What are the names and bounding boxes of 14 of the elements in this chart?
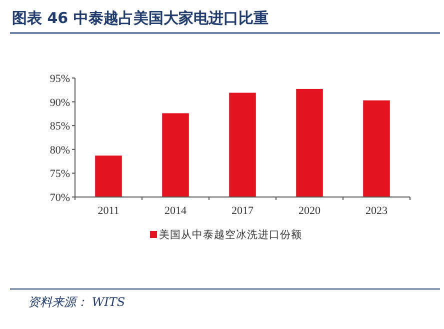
x-tick-label: 2014 — [164, 205, 187, 217]
legend-label: 美国从中泰越空冰洗进口份额 — [159, 228, 302, 241]
y-tick-label: 80% — [50, 144, 70, 156]
y-tick-label: 90% — [50, 96, 70, 109]
x-tick-label: 2011 — [98, 205, 120, 217]
x-tick-label: 2023 — [366, 205, 388, 217]
chart-title: 图表 46 中泰越占美国大家电进口比重 — [12, 9, 268, 27]
y-tick-label: 70% — [50, 192, 70, 204]
text: 资料来源： WITS — [28, 295, 126, 309]
y-tick-label: 95% — [50, 73, 70, 85]
x-tick-label: 2017 — [232, 205, 254, 217]
y-tick-label: 75% — [50, 168, 70, 180]
x-tick-label: 2020 — [298, 205, 321, 217]
y-tick-label: 85% — [50, 120, 70, 133]
